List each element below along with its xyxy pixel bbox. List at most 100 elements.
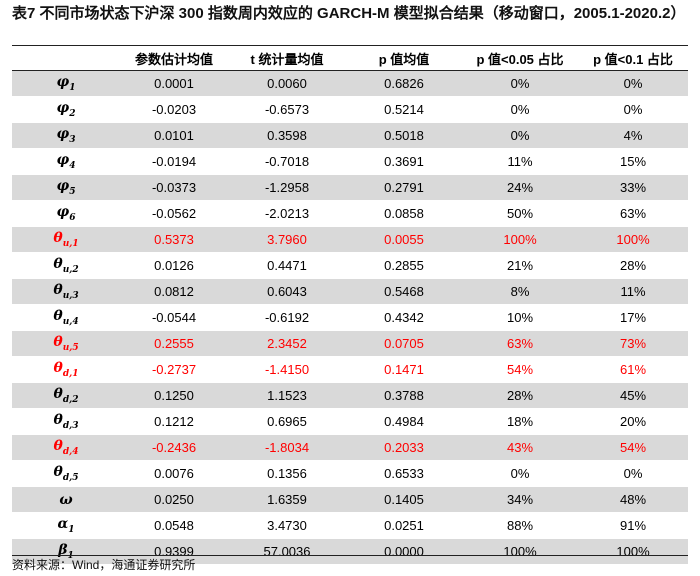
p005-share-cell: 0% (462, 70, 578, 97)
t-stat-cell: 0.0060 (228, 70, 346, 97)
p01-share-cell: 0% (578, 70, 688, 97)
parameter-symbol: θd,3 (12, 408, 120, 435)
parameter-symbol-base: θ (53, 308, 63, 325)
estimate-cell: 0.0001 (120, 70, 228, 97)
p01-share-cell: 100% (578, 538, 688, 565)
parameter-symbol: θu,5 (12, 330, 120, 357)
table-row: θd,5 0.0076 0.1356 0.6533 0% 0% (12, 460, 688, 487)
table-row: θu,5 0.2555 2.3452 0.0705 63% 73% (12, 330, 688, 357)
header-cell-parameter (12, 46, 120, 71)
t-stat-cell: 2.3452 (228, 330, 346, 357)
estimate-cell: 0.5373 (120, 226, 228, 253)
p005-share-cell: 24% (462, 174, 578, 201)
parameter-symbol-base: φ (56, 100, 70, 117)
p005-share-cell: 54% (462, 356, 578, 383)
parameter-symbol-subscript: d,4 (62, 446, 79, 457)
header-row: 参数估计均值 t 统计量均值 p 值均值 p 值<0.05 占比 p 值<0.1… (12, 46, 688, 71)
t-stat-cell: 57.0036 (228, 538, 346, 565)
p-value-cell: 0.4984 (346, 408, 462, 435)
estimate-cell: -0.0203 (120, 96, 228, 123)
table-row: θu,4 -0.0544 -0.6192 0.4342 10% 17% (12, 304, 688, 331)
t-stat-cell: -1.8034 (228, 434, 346, 461)
p-value-cell: 0.5214 (346, 96, 462, 123)
parameter-symbol-subscript: u,5 (62, 342, 79, 353)
estimate-cell: -0.0194 (120, 148, 228, 175)
p005-share-cell: 10% (462, 304, 578, 331)
header-cell-p01-share: p 值<0.1 占比 (578, 46, 688, 71)
t-stat-cell: -0.7018 (228, 148, 346, 175)
t-stat-cell: -1.4150 (228, 356, 346, 383)
parameter-symbol: φ1 (12, 70, 120, 97)
parameter-symbol-subscript: u,4 (62, 316, 79, 327)
parameter-symbol-subscript: 4 (69, 160, 76, 171)
parameter-symbol-base: θ (53, 282, 63, 299)
p005-share-cell: 63% (462, 330, 578, 357)
p005-share-cell: 100% (462, 226, 578, 253)
p01-share-cell: 33% (578, 174, 688, 201)
table-row: φ5 -0.0373 -1.2958 0.2791 24% 33% (12, 174, 688, 201)
p01-share-cell: 28% (578, 252, 688, 279)
p-value-cell: 0.3788 (346, 382, 462, 409)
header-cell-estimate: 参数估计均值 (120, 46, 228, 71)
parameter-symbol-base: θ (53, 230, 63, 247)
p01-share-cell: 4% (578, 122, 688, 149)
p01-share-cell: 61% (578, 356, 688, 383)
p-value-cell: 0.4342 (346, 304, 462, 331)
p-value-cell: 0.3691 (346, 148, 462, 175)
p01-share-cell: 45% (578, 382, 688, 409)
table-row: θu,1 0.5373 3.7960 0.0055 100% 100% (12, 226, 688, 253)
header-cell-t-stat: t 统计量均值 (228, 46, 346, 71)
table-row: θd,2 0.1250 1.1523 0.3788 28% 45% (12, 382, 688, 409)
estimate-cell: -0.2436 (120, 434, 228, 461)
table-body: φ1 0.0001 0.0060 0.6826 0% 0% φ2 -0.0203 -0.6573… (12, 70, 688, 565)
p-value-cell: 0.6533 (346, 460, 462, 487)
p-value-cell: 0.0858 (346, 200, 462, 227)
p01-share-cell: 11% (578, 278, 688, 305)
p01-share-cell: 0% (578, 460, 688, 487)
t-stat-cell: -0.6573 (228, 96, 346, 123)
bottom-rule (12, 555, 688, 556)
p-value-cell: 0.0000 (346, 538, 462, 565)
parameter-symbol-base: α (57, 516, 69, 533)
parameter-symbol-subscript: d,1 (62, 368, 79, 379)
estimate-cell: 0.0250 (120, 486, 228, 513)
parameter-symbol: θd,1 (12, 356, 120, 383)
parameter-symbol-base: θ (53, 438, 63, 455)
t-stat-cell: 3.4730 (228, 512, 346, 539)
p01-share-cell: 20% (578, 408, 688, 435)
estimate-cell: -0.0562 (120, 200, 228, 227)
estimate-cell: 0.1250 (120, 382, 228, 409)
p01-share-cell: 73% (578, 330, 688, 357)
parameter-symbol: θu,1 (12, 226, 120, 253)
parameter-symbol-subscript: 5 (69, 186, 76, 197)
estimate-cell: -0.0373 (120, 174, 228, 201)
parameter-symbol-subscript: 1 (68, 524, 75, 535)
parameter-symbol: θu,4 (12, 304, 120, 331)
p-value-cell: 0.5468 (346, 278, 462, 305)
parameter-symbol-base: φ (56, 152, 70, 169)
table-title: 表7 不同市场状态下沪深 300 指数周内效应的 GARCH-M 模型拟合结果（… (12, 5, 686, 22)
p-value-cell: 0.1405 (346, 486, 462, 513)
p01-share-cell: 15% (578, 148, 688, 175)
table-row: φ4 -0.0194 -0.7018 0.3691 11% 15% (12, 148, 688, 175)
parameter-symbol: φ3 (12, 122, 120, 149)
estimate-cell: 0.0812 (120, 278, 228, 305)
estimate-cell: 0.0076 (120, 460, 228, 487)
parameter-symbol-base: φ (56, 74, 70, 91)
source-note: 资料来源：Wind，海通证券研究所 (12, 558, 196, 572)
p005-share-cell: 34% (462, 486, 578, 513)
p005-share-cell: 0% (462, 122, 578, 149)
parameter-symbol-base: β (58, 542, 68, 559)
estimate-cell: -0.0544 (120, 304, 228, 331)
parameter-symbol: φ4 (12, 148, 120, 175)
t-stat-cell: 0.6965 (228, 408, 346, 435)
estimate-cell: -0.2737 (120, 356, 228, 383)
parameter-symbol-base: ω (59, 491, 73, 508)
table-row: θd,1 -0.2737 -1.4150 0.1471 54% 61% (12, 356, 688, 383)
parameter-symbol-base: φ (56, 204, 70, 221)
p-value-cell: 0.0251 (346, 512, 462, 539)
parameter-symbol: θd,4 (12, 434, 120, 461)
p-value-cell: 0.5018 (346, 122, 462, 149)
p005-share-cell: 88% (462, 512, 578, 539)
p-value-cell: 0.2855 (346, 252, 462, 279)
